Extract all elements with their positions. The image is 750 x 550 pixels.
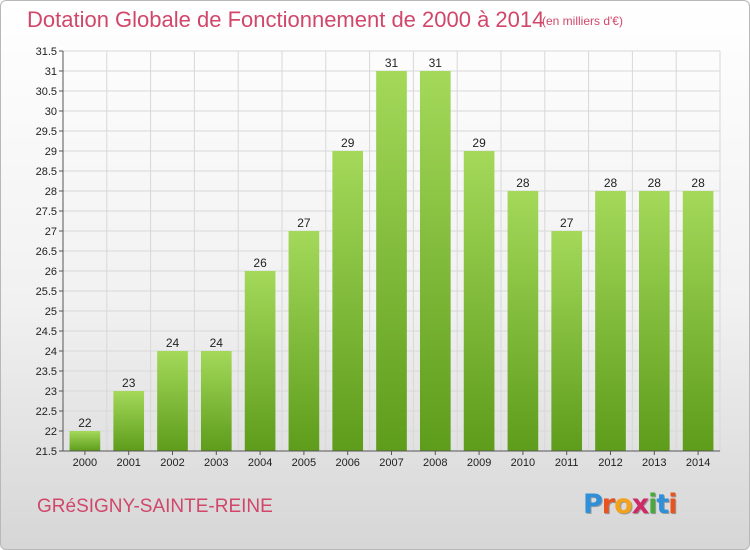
x-tick-label: 2013 [642, 457, 666, 469]
value-label: 29 [341, 136, 355, 150]
axes [59, 50, 720, 455]
bar-2006 [332, 151, 364, 451]
x-tick-label: 2010 [511, 457, 535, 469]
bar-2004 [244, 271, 276, 451]
x-tick-label: 2006 [335, 457, 359, 469]
y-tick-label: 30.5 [36, 86, 57, 98]
y-tick-label: 28.5 [36, 166, 57, 178]
y-tick-label: 25.5 [36, 286, 57, 298]
value-label: 27 [560, 216, 574, 230]
bar-2003 [200, 351, 232, 451]
bar-2013 [638, 191, 670, 451]
chart-title: Dotation Globale de Fonctionnement de 20… [27, 7, 545, 32]
logo-letter: r [601, 489, 615, 520]
y-tick-label: 26.5 [36, 246, 57, 258]
labels: 21.5 22 22.5 23 23.5 24 24.5 25 25.5 26 26.5 27 27.5… [36, 46, 711, 469]
bar-2007 [376, 71, 407, 451]
value-label: 23 [122, 376, 136, 390]
bar-2009 [463, 151, 495, 451]
value-label: 24 [210, 336, 224, 350]
x-tick-label: 2014 [686, 457, 710, 469]
x-tick-label: 2004 [248, 457, 272, 469]
logo-letter: o [614, 489, 633, 520]
y-tick-label: 24 [45, 346, 57, 358]
value-label: 22 [78, 416, 92, 430]
value-label: 27 [297, 216, 311, 230]
value-label: 31 [429, 56, 443, 70]
value-label: 31 [385, 56, 399, 70]
bar-2001 [113, 391, 145, 451]
x-tick-label: 2002 [160, 457, 184, 469]
y-tick-label: 26 [45, 266, 57, 278]
value-label: 28 [516, 176, 530, 190]
x-tick-label: 2001 [116, 457, 140, 469]
value-label: 26 [253, 256, 267, 270]
logo-letter: t [656, 489, 669, 520]
x-tick-label: 2007 [379, 457, 403, 469]
logo-letter: P [583, 489, 603, 520]
proxiti-logo: Proxiti [583, 489, 678, 520]
y-tick-label: 29.5 [36, 126, 57, 138]
x-tick-label: 2009 [467, 457, 491, 469]
y-tick-label: 31 [45, 66, 57, 78]
y-tick-label: 27 [45, 226, 57, 238]
y-tick-label: 23.5 [36, 366, 57, 378]
y-tick-label: 22 [45, 426, 57, 438]
city-name: GRéSIGNY-SAINTE-REINE [37, 496, 273, 517]
y-tick-label: 24.5 [36, 326, 57, 338]
x-tick-label: 2008 [423, 457, 447, 469]
value-label: 29 [472, 136, 486, 150]
value-label: 28 [691, 176, 705, 190]
bar-2002 [157, 351, 188, 451]
bar-2005 [288, 231, 320, 451]
x-tick-label: 2011 [555, 457, 579, 469]
bar-2012 [595, 191, 626, 451]
bar-2000 [69, 431, 101, 451]
x-tick-label: 2000 [73, 457, 97, 469]
value-label: 28 [648, 176, 662, 190]
logo-letter: x [631, 489, 649, 520]
x-tick-label: 2012 [598, 457, 622, 469]
bar-2011 [551, 231, 583, 451]
bars [69, 71, 714, 451]
y-tick-label: 21.5 [36, 446, 57, 458]
y-tick-label: 30 [45, 106, 57, 118]
value-label: 24 [166, 336, 180, 350]
y-tick-label: 23 [45, 386, 57, 398]
logo-letter: i [668, 489, 677, 520]
bar-2014 [682, 191, 714, 451]
y-tick-label: 22.5 [36, 406, 57, 418]
value-label: 28 [604, 176, 618, 190]
y-tick-label: 31.5 [36, 46, 57, 58]
bar-2010 [507, 191, 539, 451]
chart-subtitle: (en milliers d'€) [542, 14, 623, 28]
y-tick-label: 25 [45, 306, 57, 318]
x-tick-label: 2003 [204, 457, 228, 469]
y-tick-label: 28 [45, 186, 57, 198]
bar-2008 [419, 71, 451, 451]
x-tick-label: 2005 [292, 457, 316, 469]
y-tick-label: 27.5 [36, 206, 57, 218]
logo-letter: i [648, 489, 657, 520]
y-tick-label: 29 [45, 146, 57, 158]
